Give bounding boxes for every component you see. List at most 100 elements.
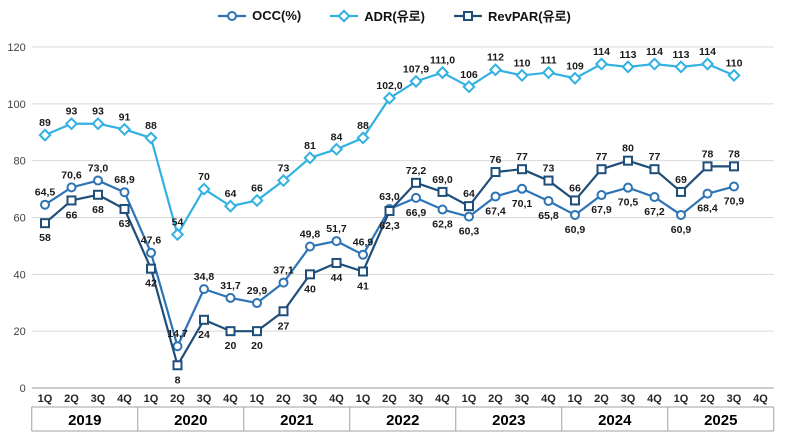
- svg-text:88: 88: [357, 120, 369, 132]
- data-point: [647, 57, 662, 71]
- svg-text:49,8: 49,8: [300, 228, 321, 240]
- data-point: [594, 57, 609, 71]
- data-point: [411, 192, 421, 203]
- data-point: [38, 128, 52, 142]
- svg-text:111,0: 111,0: [430, 55, 455, 67]
- data-labels-occ: 64,5 70,6 73,0 68,9 47,6 14,7 34,8 31,7 29,9 37,1…: [35, 163, 745, 341]
- data-point: [356, 131, 370, 145]
- svg-text:2Q: 2Q: [64, 393, 79, 405]
- svg-text:73,0: 73,0: [88, 163, 109, 175]
- data-point: [435, 65, 450, 80]
- svg-text:67,9: 67,9: [591, 204, 612, 216]
- gridlines: [31, 46, 774, 389]
- quarter-axis-labels: 1Q 2Q 3Q 4Q 1Q 2Q 3Q 4Q 1Q 2Q 3Q 4Q 1Q 2Q 3Q 4Q 1Q 2Q 3Q 4Q…: [38, 393, 769, 405]
- svg-text:42: 42: [145, 278, 157, 290]
- svg-text:78: 78: [702, 148, 714, 160]
- data-point: [252, 326, 262, 337]
- data-point: [596, 164, 607, 175]
- data-point: [490, 191, 501, 202]
- svg-text:73: 73: [278, 163, 290, 175]
- data-point: [227, 10, 238, 21]
- svg-text:113: 113: [620, 49, 637, 61]
- svg-text:89: 89: [39, 117, 51, 129]
- svg-text:112: 112: [487, 52, 504, 64]
- y-axis-labels: 0 20 40 60 80 100 120: [7, 42, 25, 395]
- svg-text:62,8: 62,8: [432, 219, 453, 231]
- svg-text:3Q: 3Q: [303, 393, 318, 405]
- svg-text:1Q: 1Q: [38, 393, 53, 405]
- data-point: [358, 266, 368, 277]
- svg-text:40: 40: [14, 269, 26, 281]
- svg-text:73: 73: [543, 163, 555, 175]
- data-point: [225, 292, 236, 303]
- svg-text:3Q: 3Q: [515, 393, 530, 405]
- data-point: [358, 249, 368, 260]
- svg-text:63,0: 63,0: [379, 191, 400, 203]
- svg-text:102,0: 102,0: [376, 80, 402, 92]
- data-point: [700, 57, 715, 71]
- svg-text:2Q: 2Q: [382, 393, 397, 405]
- data-point: [464, 211, 474, 222]
- data-point: [331, 236, 342, 247]
- svg-text:70,9: 70,9: [724, 196, 745, 208]
- data-point: [649, 192, 660, 203]
- data-point: [729, 181, 739, 192]
- svg-text:68,9: 68,9: [114, 174, 135, 186]
- data-point: [144, 131, 158, 145]
- svg-text:4Q: 4Q: [647, 393, 662, 405]
- svg-text:68: 68: [92, 204, 104, 216]
- svg-text:46,9: 46,9: [353, 237, 374, 249]
- svg-text:2Q: 2Q: [276, 393, 291, 405]
- data-point: [464, 201, 474, 212]
- svg-text:2020: 2020: [174, 412, 207, 429]
- svg-text:34,8: 34,8: [194, 271, 215, 283]
- data-point: [541, 65, 556, 80]
- svg-text:29,9: 29,9: [247, 285, 268, 297]
- data-point: [543, 196, 554, 207]
- adr-diamond-marker-icon: [329, 8, 359, 23]
- legend-label-revpar: RevPAR(유로): [487, 9, 571, 24]
- data-point: [568, 71, 582, 85]
- svg-text:41: 41: [357, 280, 369, 292]
- data-point: [488, 63, 503, 77]
- svg-text:3Q: 3Q: [621, 393, 636, 405]
- data-point: [623, 182, 633, 193]
- svg-text:4Q: 4Q: [435, 393, 450, 405]
- svg-text:4Q: 4Q: [541, 393, 556, 405]
- svg-text:4Q: 4Q: [223, 393, 238, 405]
- legend-label-adr: ADR(유로): [364, 9, 425, 24]
- data-point: [40, 199, 50, 210]
- svg-text:110: 110: [514, 57, 531, 69]
- data-point: [382, 91, 397, 105]
- data-point: [250, 193, 264, 208]
- svg-text:67,2: 67,2: [644, 206, 665, 218]
- svg-text:114: 114: [593, 46, 610, 58]
- svg-text:44: 44: [331, 272, 343, 284]
- series-occ: [40, 175, 739, 352]
- svg-text:1Q: 1Q: [462, 393, 477, 405]
- svg-text:31,7: 31,7: [220, 280, 241, 292]
- svg-text:60,9: 60,9: [565, 224, 586, 236]
- svg-text:66: 66: [251, 182, 263, 194]
- series-revpar: [40, 155, 739, 371]
- svg-text:20: 20: [251, 340, 263, 352]
- svg-text:4Q: 4Q: [329, 393, 344, 405]
- svg-text:93: 93: [66, 106, 78, 118]
- svg-text:77: 77: [649, 151, 661, 163]
- svg-text:113: 113: [673, 49, 690, 61]
- svg-text:37,1: 37,1: [273, 265, 294, 277]
- data-point: [409, 74, 423, 88]
- data-point: [517, 164, 527, 175]
- svg-text:107,9: 107,9: [403, 63, 429, 75]
- data-point: [64, 117, 79, 131]
- svg-text:4Q: 4Q: [117, 393, 132, 405]
- svg-text:66: 66: [66, 209, 78, 221]
- svg-text:63: 63: [119, 218, 131, 230]
- svg-text:77: 77: [516, 151, 528, 163]
- data-point: [278, 277, 289, 288]
- svg-text:114: 114: [646, 46, 663, 58]
- svg-text:72,2: 72,2: [406, 165, 427, 177]
- svg-text:114: 114: [699, 46, 716, 58]
- svg-text:110: 110: [726, 57, 743, 69]
